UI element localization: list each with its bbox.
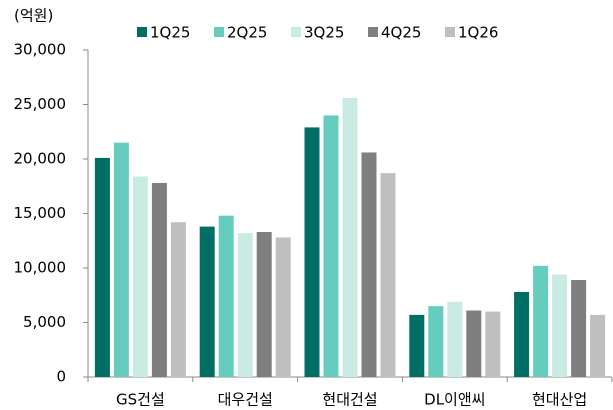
legend-label: 3Q25: [304, 24, 344, 42]
bar: [237, 233, 253, 377]
bar: [256, 232, 272, 377]
bar: [380, 173, 396, 377]
x-tick-label: GS건설: [116, 391, 165, 409]
bar: [428, 306, 444, 377]
legend-swatch: [137, 27, 147, 37]
bar: [275, 237, 291, 377]
legend-swatch: [214, 27, 224, 37]
legend-swatch: [445, 27, 455, 37]
bar: [342, 97, 358, 378]
bar: [571, 279, 587, 377]
bar: [94, 157, 110, 377]
x-tick-label: DL이앤씨: [424, 391, 485, 409]
y-tick-label: 10,000: [14, 259, 67, 277]
y-tick-label: 25,000: [14, 95, 67, 113]
x-tick-label: 대우건설: [218, 391, 273, 409]
bar: [151, 182, 167, 377]
bar: [113, 142, 129, 377]
bar: [132, 176, 148, 377]
bar: [170, 222, 186, 377]
bar: [361, 152, 377, 377]
legend-label: 1Q26: [458, 24, 498, 42]
bar: [199, 226, 215, 377]
bar: [552, 274, 568, 377]
legend-swatch: [291, 27, 301, 37]
bar: [514, 291, 530, 377]
bar: [304, 127, 320, 377]
y-tick-label: 20,000: [14, 150, 67, 168]
legend-swatch: [368, 27, 378, 37]
bar: [409, 314, 425, 377]
y-tick-label: 5,000: [23, 313, 66, 331]
bar: [466, 310, 482, 377]
legend-label: 4Q25: [381, 24, 421, 42]
bar: [533, 265, 549, 377]
bar: [485, 311, 501, 377]
y-axis-label: (억원): [14, 7, 53, 25]
bar: [218, 215, 234, 377]
x-tick-label: 현대건설: [322, 391, 377, 409]
y-tick-label: 0: [56, 368, 66, 386]
bar: [590, 314, 606, 377]
x-tick-label: 현대산업: [532, 391, 587, 409]
y-tick-label: 30,000: [14, 41, 67, 59]
bar: [323, 115, 339, 378]
legend-label: 1Q25: [150, 24, 190, 42]
y-tick-label: 15,000: [14, 204, 67, 222]
legend-label: 2Q25: [227, 24, 267, 42]
bar: [447, 301, 463, 377]
